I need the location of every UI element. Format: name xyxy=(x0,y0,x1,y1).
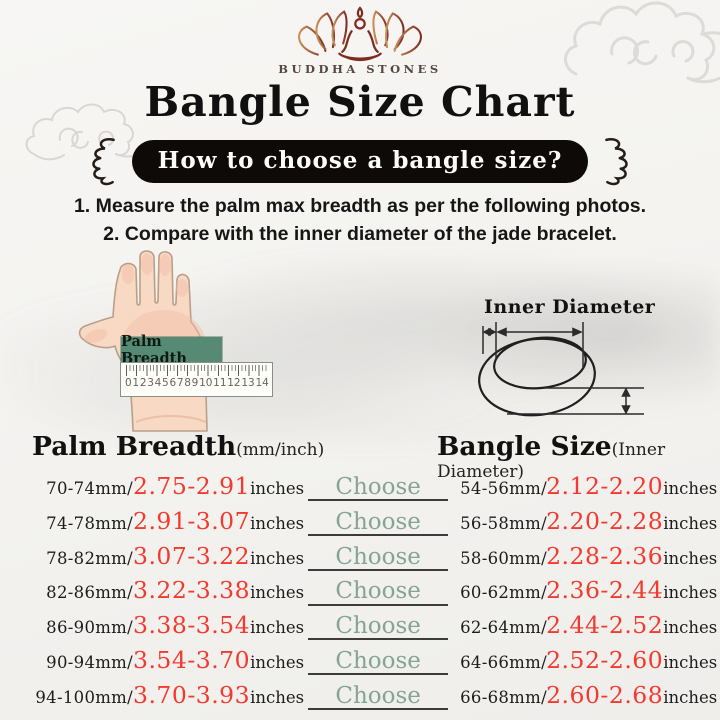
palm-unit: inches xyxy=(250,513,305,533)
bangle-range: 66-68mm/ xyxy=(460,687,547,707)
palm-unit: inches xyxy=(250,652,305,672)
ruler-number: 7 xyxy=(176,377,184,389)
palm-inches-value: 2.91-3.07 xyxy=(133,506,251,535)
instructions: 1. Measure the palm max breadth as per t… xyxy=(0,192,720,248)
instruction-step-1: 1. Measure the palm max breadth as per t… xyxy=(73,195,647,217)
ruler-number: 9 xyxy=(191,377,199,389)
ruler-number: 5 xyxy=(162,377,169,389)
choose-link[interactable]: Choose xyxy=(308,649,449,676)
choose-link[interactable]: Choose xyxy=(308,684,449,710)
bangle-range: 54-56mm/ xyxy=(460,479,547,498)
size-row-3: 78-82mm/3.07-3.22 inches Choose 58-60mm/2… xyxy=(0,540,720,575)
ruler-number: 14 xyxy=(255,377,269,389)
palm-range: 86-90mm/ xyxy=(46,618,133,638)
bangle-inches-value: 2.12-2.20 xyxy=(546,472,664,500)
buddha-stones-lotus-logo-icon xyxy=(298,6,422,62)
ruler-cm-ticks xyxy=(126,365,267,376)
ruler-number: 13 xyxy=(241,377,255,389)
ruler-numbers: 0 1 2 3 4 5 6 7 8 9 10 11 12 13 14 xyxy=(125,377,269,389)
choose-link[interactable]: Choose xyxy=(308,510,449,536)
palm-unit: inches xyxy=(250,618,305,638)
ruler-number: 2 xyxy=(139,377,147,389)
inner-diameter-label: Inner Diameter xyxy=(484,296,656,318)
banner-row: How to choose a bangle size? xyxy=(0,136,720,186)
ruler-number: 11 xyxy=(213,377,227,389)
bangle-size-header-subtitle: (Inner Diameter) xyxy=(437,440,666,482)
palm-breadth-header-subtitle: (mm/inch) xyxy=(236,440,325,460)
bangle-illustration xyxy=(478,322,644,417)
bangle-unit: inches xyxy=(663,548,718,568)
brand-name: BUDDHA STONES xyxy=(278,62,442,76)
bangle-unit: inches xyxy=(663,479,718,498)
palm-inches-value: 3.70-3.93 xyxy=(133,680,251,709)
size-row-4: 82-86mm/3.22-3.38 inches Choose 60-62mm/2… xyxy=(0,574,720,609)
flourish-left-icon xyxy=(91,138,115,186)
ruler-number: 4 xyxy=(154,377,162,389)
banner-question: How to choose a bangle size? xyxy=(131,139,589,183)
size-row-6: 90-94mm/3.54-3.70 inches Choose 64-66mm/2… xyxy=(0,644,720,679)
bangle-inches-value: 2.44-2.52 xyxy=(546,611,664,640)
bangle-inches-value: 2.60-2.68 xyxy=(546,680,664,709)
palm-breadth-label: Palm Breadth xyxy=(121,333,222,367)
size-row-1: 70-74mm/2.75-2.91 inches Choose 54-56mm/2… xyxy=(0,470,720,505)
bangle-unit: inches xyxy=(663,652,718,672)
bangle-inches-value: 2.28-2.36 xyxy=(546,541,664,570)
choose-link[interactable]: Choose xyxy=(308,614,449,641)
flourish-right-icon xyxy=(605,138,629,186)
bangle-size-header-title: Bangle Size xyxy=(437,431,612,462)
bangle-size-header: Bangle Size(Inner Diameter) xyxy=(437,431,720,482)
bangle-range: 56-58mm/ xyxy=(460,513,547,533)
palm-range: 82-86mm/ xyxy=(46,583,133,603)
palm-unit: inches xyxy=(250,687,305,707)
palm-inches-value: 3.22-3.38 xyxy=(133,576,251,605)
palm-unit: inches xyxy=(250,583,305,603)
ruler-number: 8 xyxy=(184,377,191,389)
ruler: 0 1 2 3 4 5 6 7 8 9 10 11 12 13 14 xyxy=(120,362,273,397)
palm-range: 90-94mm/ xyxy=(46,652,133,672)
palm-inches-value: 3.07-3.22 xyxy=(133,541,251,570)
bangle-inches-value: 2.52-2.60 xyxy=(546,645,664,674)
size-table: 70-74mm/2.75-2.91 inches Choose 54-56mm/2… xyxy=(0,470,720,714)
palm-inches-value: 3.54-3.70 xyxy=(133,645,251,674)
bangle-unit: inches xyxy=(663,513,718,533)
ruler-number: 10 xyxy=(199,377,213,389)
ruler-number: 0 xyxy=(125,377,132,389)
size-row-2: 74-78mm/2.91-3.07 inches Choose 56-58mm/2… xyxy=(0,505,720,540)
bangle-range: 60-62mm/ xyxy=(460,583,547,603)
bangle-range: 58-60mm/ xyxy=(460,548,547,568)
palm-range: 70-74mm/ xyxy=(46,479,133,498)
ruler-number: 3 xyxy=(147,377,154,389)
bangle-range: 64-66mm/ xyxy=(460,652,547,672)
size-row-5: 86-90mm/3.38-3.54 inches Choose 62-64mm/2… xyxy=(0,609,720,644)
palm-unit: inches xyxy=(250,548,305,568)
choose-link[interactable]: Choose xyxy=(308,579,449,606)
palm-range: 94-100mm/ xyxy=(35,687,133,707)
bangle-unit: inches xyxy=(663,618,718,638)
bangle-unit: inches xyxy=(663,583,718,603)
ruler-number: 12 xyxy=(227,377,241,389)
instruction-step-2: 2. Compare with the inner diameter of th… xyxy=(103,223,617,245)
palm-unit: inches xyxy=(250,479,305,498)
ruler-number: 6 xyxy=(169,377,177,389)
cloud-motif-right-icon xyxy=(564,1,720,84)
palm-breadth-header: Palm Breadth(mm/inch) xyxy=(32,431,324,462)
page-title: Bangle Size Chart xyxy=(144,78,576,126)
palm-breadth-header-title: Palm Breadth xyxy=(32,431,237,462)
choose-link[interactable]: Choose xyxy=(308,544,449,571)
palm-range: 78-82mm/ xyxy=(46,548,133,568)
choose-link[interactable]: Choose xyxy=(308,475,449,502)
size-row-7: 94-100mm/3.70-3.93 inches Choose 66-68mm/… xyxy=(0,679,720,714)
bangle-inches-value: 2.36-2.44 xyxy=(546,576,664,605)
bangle-inches-value: 2.20-2.28 xyxy=(546,506,664,535)
palm-inches-value: 3.38-3.54 xyxy=(133,611,251,640)
ruler-number: 1 xyxy=(132,377,140,389)
bangle-unit: inches xyxy=(663,687,718,707)
palm-inches-value: 2.75-2.91 xyxy=(133,472,251,500)
bangle-range: 62-64mm/ xyxy=(460,618,547,638)
palm-range: 74-78mm/ xyxy=(46,513,133,533)
